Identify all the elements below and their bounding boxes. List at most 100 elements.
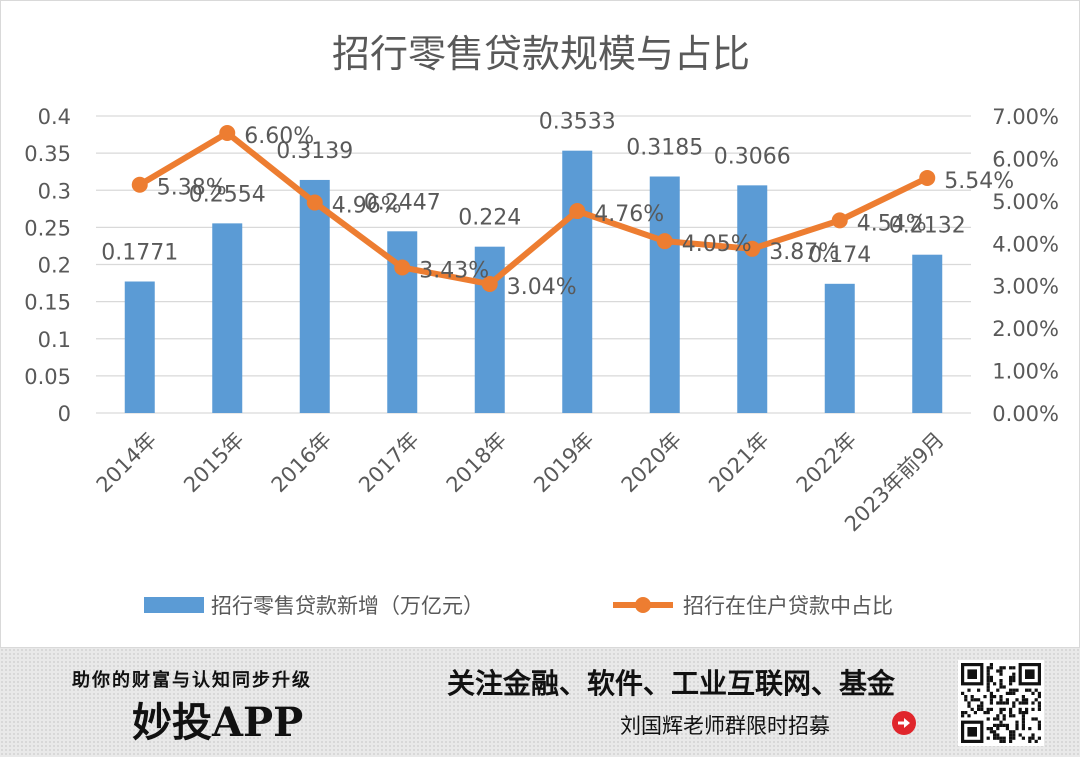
y-left-tick-label: 0.3 bbox=[38, 179, 71, 203]
line-point bbox=[394, 259, 411, 276]
y-right-tick-label: 5.00% bbox=[992, 190, 1059, 214]
qr-module bbox=[993, 730, 997, 734]
qr-module bbox=[1018, 733, 1022, 737]
line-point bbox=[744, 240, 761, 257]
qr-module bbox=[977, 698, 981, 702]
qr-module bbox=[1021, 727, 1025, 731]
qr-module bbox=[1021, 701, 1025, 705]
y-right-tick-label: 3.00% bbox=[992, 275, 1059, 299]
qr-module bbox=[961, 711, 965, 715]
qr-module bbox=[1031, 717, 1035, 721]
qr-module bbox=[1005, 701, 1009, 705]
qr-module bbox=[999, 701, 1003, 705]
qr-module bbox=[999, 707, 1003, 711]
line-data-label: 3.43% bbox=[419, 258, 489, 283]
x-category-label: 2020年 bbox=[617, 428, 687, 498]
qr-module bbox=[1002, 666, 1006, 670]
qr-module bbox=[986, 727, 990, 731]
qr-module bbox=[1009, 688, 1013, 692]
line-data-label: 4.05% bbox=[682, 232, 752, 257]
qr-module bbox=[1021, 720, 1025, 724]
qr-module bbox=[993, 695, 997, 699]
qr-module bbox=[973, 711, 977, 715]
qr-module bbox=[1009, 679, 1013, 683]
qr-module bbox=[986, 666, 990, 670]
bar-data-label: 0.174 bbox=[808, 243, 871, 268]
qr-module bbox=[1009, 739, 1013, 743]
line-data-label: 6.60% bbox=[244, 124, 314, 149]
qr-module bbox=[970, 695, 974, 699]
qr-module bbox=[989, 698, 993, 702]
bar bbox=[562, 150, 593, 413]
x-category-label: 2019年 bbox=[529, 428, 599, 498]
y-left-tick-label: 0.25 bbox=[24, 216, 71, 240]
qr-module bbox=[1012, 666, 1016, 670]
recruit-link[interactable]: 刘国辉老师群限时招募 bbox=[620, 714, 830, 738]
y-right-tick-label: 2.00% bbox=[992, 317, 1059, 341]
qr-module bbox=[989, 666, 993, 670]
qr-module bbox=[977, 707, 981, 711]
chart-title: 招行零售贷款规模与占比 bbox=[332, 32, 750, 76]
qr-module bbox=[1009, 714, 1013, 718]
y-right-tick-label: 1.00% bbox=[992, 360, 1059, 384]
x-category-label: 2015年 bbox=[179, 428, 249, 498]
qr-module bbox=[1031, 707, 1035, 711]
bar-data-label: 0.2554 bbox=[189, 182, 266, 207]
qr-module bbox=[999, 669, 1003, 673]
qr-module bbox=[961, 714, 965, 718]
y-left-tick-label: 0.4 bbox=[38, 105, 71, 129]
qr-module bbox=[1012, 679, 1016, 683]
qr-module bbox=[996, 733, 1000, 737]
y-left-tick-label: 0 bbox=[58, 402, 71, 426]
qr-module bbox=[1012, 730, 1016, 734]
promo-footer: 助你的财富与认知同步升级 妙投APP 关注金融、软件、工业互联网、基金 刘国辉老… bbox=[0, 648, 1080, 757]
qr-module bbox=[1034, 739, 1038, 743]
qr-code-icon[interactable] bbox=[958, 660, 1044, 746]
follow-text: 关注金融、软件、工业互联网、基金 bbox=[447, 667, 896, 700]
qr-module bbox=[980, 701, 984, 705]
qr-module bbox=[1034, 688, 1038, 692]
qr-module bbox=[996, 736, 1000, 740]
x-category-label: 2018年 bbox=[442, 428, 512, 498]
qr-module bbox=[986, 711, 990, 715]
qr-module bbox=[1037, 691, 1041, 695]
qr-module bbox=[970, 707, 974, 711]
qr-module bbox=[1012, 675, 1016, 679]
qr-module bbox=[1012, 736, 1016, 740]
arrow-right-circle-icon[interactable] bbox=[892, 711, 916, 735]
qr-module bbox=[1002, 707, 1006, 711]
y-left-tick-label: 0.2 bbox=[38, 254, 71, 278]
x-category-label: 2017年 bbox=[354, 428, 424, 498]
line-data-label: 3.87% bbox=[769, 240, 839, 265]
qr-module bbox=[967, 688, 971, 692]
qr-module bbox=[989, 707, 993, 711]
qr-module bbox=[993, 717, 997, 721]
bar bbox=[912, 254, 943, 413]
qr-module bbox=[1031, 691, 1035, 695]
qr-module bbox=[1002, 717, 1006, 721]
bar-data-label: 0.3139 bbox=[276, 139, 353, 164]
qr-module bbox=[989, 663, 993, 667]
qr-module bbox=[986, 675, 990, 679]
qr-module bbox=[1015, 720, 1019, 724]
qr-module bbox=[996, 727, 1000, 731]
bar bbox=[737, 185, 768, 413]
line-data-label: 5.38% bbox=[157, 176, 227, 201]
qr-module bbox=[1002, 685, 1006, 689]
qr-module bbox=[993, 682, 997, 686]
line-series-path bbox=[136, 129, 931, 288]
qr-module bbox=[989, 691, 993, 695]
qr-module bbox=[986, 717, 990, 721]
qr-module bbox=[967, 704, 971, 708]
qr-module bbox=[999, 739, 1003, 743]
qr-module bbox=[1012, 714, 1016, 718]
qr-module bbox=[973, 698, 977, 702]
qr-module bbox=[1037, 736, 1041, 740]
bar bbox=[649, 176, 680, 413]
qr-module bbox=[1021, 714, 1025, 718]
qr-module bbox=[999, 695, 1003, 699]
bar-data-label: 0.3066 bbox=[714, 144, 791, 169]
slogan-text: 助你的财富与认知同步升级 bbox=[72, 670, 312, 691]
qr-module bbox=[1009, 675, 1013, 679]
y-left-tick-label: 0.05 bbox=[24, 365, 71, 389]
